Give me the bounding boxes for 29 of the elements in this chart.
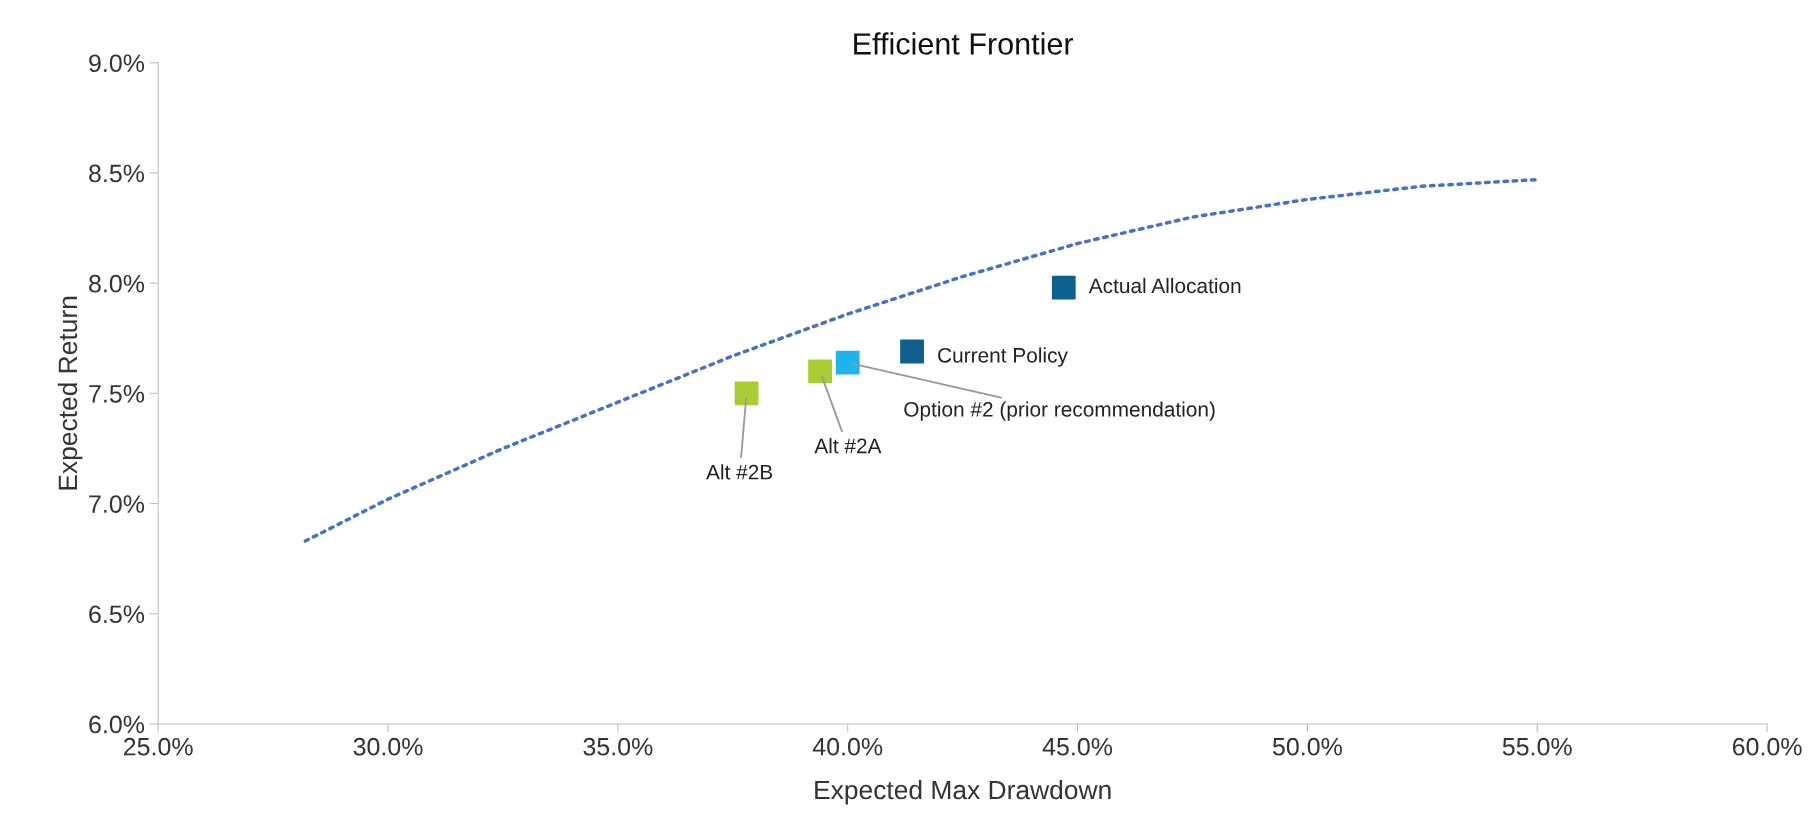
point bbox=[808, 359, 833, 384]
y-tick-label: 9.0% bbox=[89, 54, 145, 73]
x-tick-label: 55.0% bbox=[1502, 737, 1572, 756]
x-tick-label: 50.0% bbox=[1272, 737, 1342, 756]
annotation: Alt #2A bbox=[814, 438, 882, 454]
point bbox=[900, 339, 924, 364]
annotation: Actual Allocation bbox=[1088, 277, 1241, 294]
annotation: Current Policy bbox=[938, 347, 1068, 367]
x-tick-label: 60.0% bbox=[1732, 737, 1802, 756]
point bbox=[835, 350, 860, 375]
x-tick-label: 40.0% bbox=[812, 737, 883, 756]
y-tick-label: 6.0% bbox=[89, 715, 145, 734]
y-tick-label: 7.5% bbox=[89, 385, 145, 403]
annotation: Option #2 (prior recommendation) bbox=[904, 401, 1215, 421]
y-tick-label: 6.5% bbox=[89, 605, 145, 624]
y-tick-label: 8.0% bbox=[89, 274, 145, 293]
y-tick-label: 8.5% bbox=[89, 164, 145, 183]
annotation: Alt #2B bbox=[706, 464, 773, 480]
x-tick-label: 30.0% bbox=[353, 737, 423, 756]
y-tick-label: 7.0% bbox=[89, 495, 145, 513]
line-series bbox=[303, 177, 1539, 543]
chart-title: Efficient Frontier bbox=[854, 32, 1074, 55]
point bbox=[734, 381, 759, 406]
point bbox=[1051, 275, 1076, 300]
x-tick-label: 35.0% bbox=[583, 737, 653, 756]
y-axis-title: Expected Return bbox=[57, 296, 83, 490]
x-tick-label: 45.0% bbox=[1042, 737, 1113, 756]
x-tick-label: 25.0% bbox=[123, 737, 193, 756]
x-axis-title: Expected Max Drawdown bbox=[815, 779, 1111, 805]
